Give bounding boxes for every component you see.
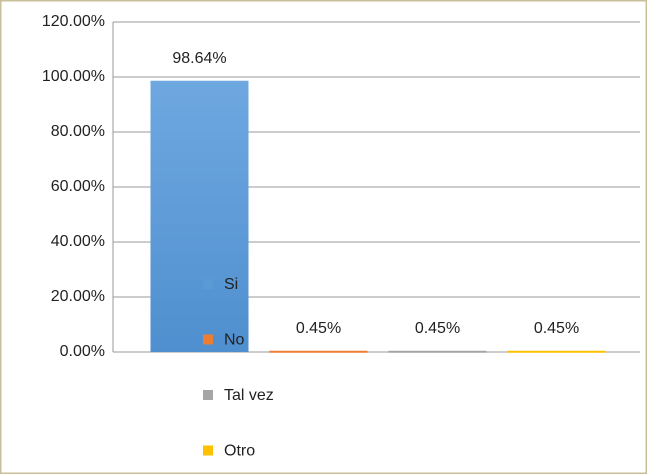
y-tick-label: 60.00%	[51, 178, 105, 195]
data-label: 0.45%	[296, 320, 341, 337]
data-label: 0.45%	[534, 320, 579, 337]
bar	[269, 350, 368, 353]
y-tick-label: 100.00%	[42, 68, 105, 85]
bar	[507, 350, 606, 353]
legend-label: Otro	[224, 443, 255, 460]
y-tick-label: 120.00%	[42, 13, 105, 30]
y-tick-label: 40.00%	[51, 233, 105, 250]
y-tick-label: 0.00%	[60, 343, 105, 360]
legend-swatch	[203, 279, 213, 289]
legend-swatch	[203, 334, 213, 345]
legend-label: No	[224, 332, 245, 349]
legend-swatch	[203, 390, 213, 400]
legend-label: Si	[224, 276, 238, 293]
data-label: 98.64%	[172, 50, 226, 67]
legend-label: Tal vez	[224, 387, 274, 404]
bar	[388, 350, 487, 353]
bar	[150, 80, 249, 353]
data-label: 0.45%	[415, 320, 460, 337]
legend-swatch	[203, 445, 213, 456]
y-tick-label: 20.00%	[51, 288, 105, 305]
y-tick-label: 80.00%	[51, 123, 105, 140]
